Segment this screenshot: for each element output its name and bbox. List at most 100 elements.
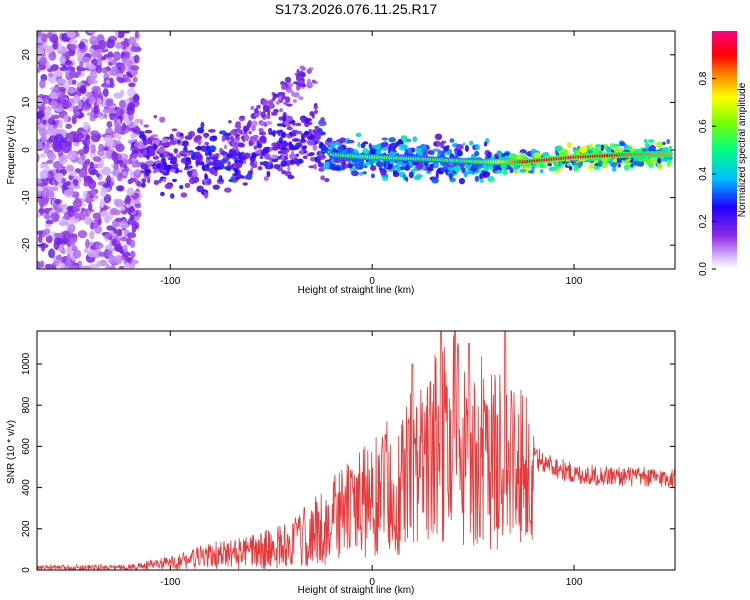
heatmap-cell: [474, 150, 480, 157]
heatmap-cell: [80, 154, 86, 161]
heatmap-cell: [82, 121, 90, 131]
heatmap-cell: [204, 151, 209, 157]
heatmap-cell: [313, 109, 319, 115]
heatmap-cell: [231, 141, 236, 147]
heatmap-cell: [238, 152, 243, 156]
heatmap-cell: [245, 154, 249, 160]
heatmap-cell: [486, 165, 492, 170]
heatmap-cell: [291, 129, 299, 135]
heatmap-cell: [271, 112, 278, 116]
heatmap-cell: [129, 239, 136, 249]
heatmap-cell: [276, 123, 284, 127]
heatmap-cell: [649, 156, 655, 164]
heatmap-cell: [158, 178, 162, 184]
heatmap-cell: [97, 53, 104, 62]
heatmap-cell: [369, 159, 374, 165]
heatmap-cell: [53, 236, 64, 245]
heatmap-cell: [122, 170, 128, 177]
heatmap-cell: [434, 133, 443, 141]
heatmap-cell: [67, 223, 76, 233]
heatmap-cell: [145, 169, 149, 177]
heatmap-cell: [413, 175, 421, 181]
heatmap-cell: [143, 140, 149, 146]
heatmap-cell: [118, 99, 126, 109]
heatmap-cell: [77, 65, 82, 76]
heatmap-cell: [556, 170, 560, 175]
heatmap-cell: [219, 162, 225, 170]
heatmap-cell: [126, 187, 135, 197]
heatmap-cell: [285, 88, 293, 93]
heatmap-cell: [566, 141, 572, 149]
heatmap-cell: [139, 145, 147, 149]
heatmap-cell: [333, 157, 341, 164]
colorbar: 0.0 0.2 0.4 0.6 0.8 Normalized spectral ampl…: [698, 31, 748, 276]
heatmap-cell: [273, 109, 279, 113]
heatmap-cell: [240, 135, 245, 140]
heatmap-cell: [283, 101, 288, 105]
heatmap-cell: [487, 176, 495, 183]
heatmap-cell: [456, 144, 464, 150]
heatmap-cell: [346, 139, 355, 144]
heatmap-cell: [184, 163, 189, 169]
heatmap-cell: [250, 105, 255, 111]
heatmap-cell: [389, 142, 398, 150]
heatmap-cell: [39, 195, 50, 204]
heatmap-cell: [41, 187, 50, 197]
heatmap-cell: [251, 137, 258, 141]
heatmap-cell: [382, 176, 388, 181]
heatmap-cell: [339, 137, 346, 143]
heatmap-cell: [96, 149, 105, 157]
heatmap-cell: [109, 113, 116, 121]
heatmap-cell: [197, 138, 202, 146]
heatmap-cell: [268, 99, 274, 106]
colorbar-label: Normalized spectral amplitude: [737, 82, 748, 217]
heatmap-cell: [258, 127, 264, 133]
heatmap-cell: [318, 123, 325, 127]
heatmap-cell: [52, 40, 59, 50]
heatmap-cell: [600, 144, 605, 151]
heatmap-cell: [278, 137, 283, 144]
heatmap-cell: [47, 124, 53, 133]
heatmap-cell: [433, 142, 437, 147]
heatmap-cell: [180, 157, 188, 164]
heatmap-cell: [219, 147, 223, 154]
heatmap-cell: [133, 215, 140, 222]
heatmap-cell: [127, 102, 136, 112]
heatmap-cell: [99, 259, 108, 267]
heatmap-cell: [297, 130, 303, 135]
heatmap-cell: [456, 149, 463, 157]
heatmap-cell: [511, 169, 519, 174]
heatmap-cell: [519, 168, 527, 173]
heatmap-cell: [297, 158, 304, 164]
heatmap-cell: [248, 130, 252, 135]
heatmap-cell: [316, 151, 320, 156]
heatmap-cell: [87, 64, 97, 70]
heatmap-cell: [59, 55, 67, 65]
heatmap-cell: [300, 137, 305, 143]
heatmap-cell: [45, 235, 53, 244]
heatmap-cell: [308, 128, 313, 136]
heatmap-cell: [116, 133, 122, 141]
heatmap-cell: [510, 164, 515, 168]
heatmap-cell: [221, 135, 226, 142]
heatmap-cell: [156, 163, 161, 169]
heatmap-cell: [169, 168, 176, 173]
heatmap-cell: [103, 193, 112, 204]
heatmap-cell: [51, 114, 60, 120]
heatmap-cell: [271, 157, 279, 163]
heatmap-cell: [295, 122, 302, 127]
heatmap-cell: [90, 188, 97, 196]
heatmap-cell: [119, 109, 124, 115]
heatmap-cell: [119, 89, 125, 98]
heatmap-cell: [150, 134, 159, 138]
heatmap-cell: [169, 133, 174, 141]
heatmap-cell: [87, 249, 97, 258]
heatmap-cell: [328, 142, 336, 149]
heatmap-cell: [199, 156, 203, 163]
heatmap-cell: [89, 169, 99, 175]
heatmap-cell: [454, 149, 458, 155]
heatmap-cell: [114, 254, 123, 265]
heatmap-cell: [228, 120, 232, 124]
heatmap-cell: [193, 151, 202, 158]
heatmap-cell: [571, 162, 580, 166]
